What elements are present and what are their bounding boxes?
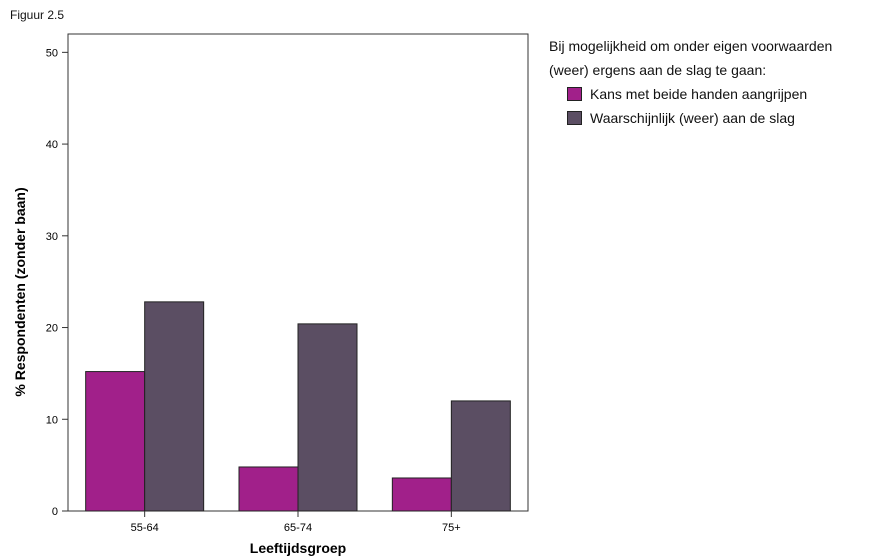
bar-75+-series-1 — [391, 477, 452, 512]
legend-title-line-1: Bij mogelijkheid om onder eigen voorwaar… — [549, 38, 833, 54]
bar-75+-series-2 — [450, 400, 511, 512]
x-tick-label-65-74: 65-74 — [284, 522, 312, 534]
legend-title-line-2: (weer) ergens aan de slag te gaan: — [549, 62, 767, 78]
bar-55-64-series-1 — [85, 371, 146, 512]
x-tick-label-55-64: 55-64 — [131, 522, 159, 534]
y-axis: 0 10 20 30 40 50 — [46, 47, 68, 518]
legend: Bij mogelijkheid om onder eigen voorwaar… — [549, 34, 832, 130]
y-tick-label-30: 30 — [46, 231, 58, 243]
legend-item-waarschijnlijk: Waarschijnlijk (weer) aan de slag — [567, 106, 832, 130]
legend-title: Bij mogelijkheid om onder eigen voorwaar… — [549, 34, 832, 82]
y-tick-label-20: 20 — [46, 323, 58, 335]
legend-swatch-kans — [567, 87, 582, 101]
bar-65-74-series-1 — [238, 466, 299, 512]
y-tick-label-0: 0 — [52, 506, 58, 518]
bars — [85, 301, 511, 512]
y-tick-label-40: 40 — [46, 139, 58, 151]
legend-item-kans: Kans met beide handen aangrijpen — [567, 82, 832, 106]
figure-label: Figuur 2.5 — [10, 8, 65, 22]
x-axis: 55-64 65-74 75+ — [131, 511, 461, 534]
legend-swatch-waarschijnlijk — [567, 111, 582, 125]
y-tick-label-50: 50 — [46, 47, 58, 59]
bar-55-64-series-2 — [144, 301, 205, 512]
x-tick-label-75+: 75+ — [442, 522, 461, 534]
bar-65-74-series-2 — [297, 323, 358, 512]
x-axis-label: Leeftijdsgroep — [250, 540, 346, 556]
y-axis-label: % Respondenten (zonder baan) — [12, 187, 28, 396]
y-tick-label-10: 10 — [46, 414, 58, 426]
legend-label-kans: Kans met beide handen aangrijpen — [590, 86, 808, 102]
legend-label-waarschijnlijk: Waarschijnlijk (weer) aan de slag — [590, 110, 795, 126]
